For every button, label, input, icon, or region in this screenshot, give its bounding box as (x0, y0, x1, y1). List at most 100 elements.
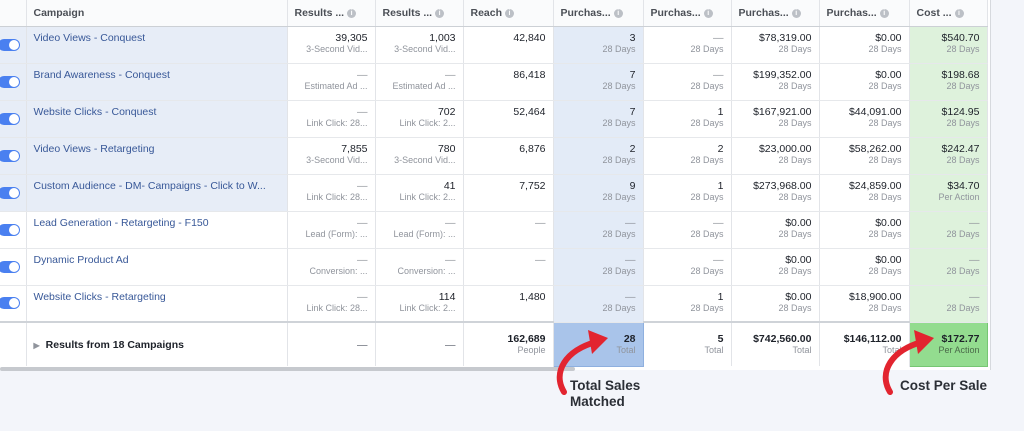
summary-results-2: — (375, 321, 464, 366)
purchases-3-cell: $0.00 28 Days (731, 211, 820, 249)
campaign-results-table: Campaign Results ... i Results ... i Reach… (0, 0, 988, 367)
purchases-4-cell: $58,262.00 28 Days (819, 137, 910, 175)
campaign-toggle-switch[interactable] (0, 297, 20, 310)
campaign-name-link[interactable]: Website Clicks - Conquest (33, 105, 157, 118)
cost-per-action-cell: $124.95 28 Days (909, 100, 988, 138)
reach-cell: — (463, 211, 554, 249)
header-campaign[interactable]: Campaign (26, 0, 288, 27)
campaign-name-cell[interactable]: Dynamic Product Ad (26, 248, 288, 286)
table-row[interactable]: Custom Audience - DM- Campaigns - Click … (0, 174, 988, 212)
table-row[interactable]: Brand Awareness - Conquest — Estimated Ad… (0, 63, 988, 101)
info-icon[interactable]: i (879, 8, 889, 18)
info-icon[interactable]: i (954, 8, 964, 18)
table-row[interactable]: Video Views - Retargeting 7,855 3-Second … (0, 137, 988, 175)
campaign-toggle-switch[interactable] (0, 260, 20, 273)
campaign-name-link[interactable]: Custom Audience - DM- Campaigns - Click … (33, 179, 266, 192)
toggle-cell (0, 174, 27, 212)
cost-per-action-cell: —28 Days (909, 211, 988, 249)
purchases-3-cell: $167,921.00 28 Days (731, 100, 820, 138)
campaign-name-link[interactable]: Video Views - Retargeting (33, 142, 155, 155)
purchases-4-cell: $0.00 28 Days (819, 26, 910, 64)
results-2-cell: 702 Link Click: 2... (375, 100, 464, 138)
toggle-cell (0, 63, 27, 101)
purchases-4-cell: $0.00 28 Days (819, 248, 910, 286)
reach-cell: 42,840 (463, 26, 554, 64)
results-2-cell: 780 3-Second Vid... (375, 137, 464, 175)
campaign-name-cell[interactable]: Custom Audience - DM- Campaigns - Click … (26, 174, 288, 212)
summary-label-cell[interactable]: ▶ Results from 18 Campaigns (26, 321, 288, 366)
summary-toggle-cell (0, 321, 27, 366)
purchases-2-cell: —28 Days (643, 63, 732, 101)
summary-reach: 162,689 People (463, 321, 554, 366)
header-purchases-1[interactable]: Purchas... i (553, 0, 644, 27)
header-results-1[interactable]: Results ... i (287, 0, 376, 27)
header-purchases-2[interactable]: Purchas... i (643, 0, 732, 27)
info-icon[interactable]: i (791, 8, 801, 18)
campaign-name-link[interactable]: Dynamic Product Ad (33, 253, 129, 266)
purchases-4-cell: $24,859.00 28 Days (819, 174, 910, 212)
table-row[interactable]: Dynamic Product Ad — Conversion: ... — Con… (0, 248, 988, 286)
campaign-name-link[interactable]: Video Views - Conquest (33, 31, 146, 44)
results-2-cell: 114 Link Click: 2... (375, 285, 464, 323)
purchases-4-cell: $44,091.00 28 Days (819, 100, 910, 138)
header-label: Campaign (33, 6, 85, 19)
results-1-cell: 39,305 3-Second Vid... (287, 26, 376, 64)
results-1-cell: — Link Click: 28... (287, 100, 376, 138)
toggle-cell (0, 26, 27, 64)
reach-cell: 1,480 (463, 285, 554, 323)
info-icon[interactable]: i (347, 8, 357, 18)
campaign-name-cell[interactable]: Brand Awareness - Conquest (26, 63, 288, 101)
campaign-name-cell[interactable]: Website Clicks - Retargeting (26, 285, 288, 323)
header-toggle-column (0, 0, 27, 27)
header-label: Purchas... (826, 6, 877, 19)
toggle-cell (0, 137, 27, 175)
table-row[interactable]: Website Clicks - Retargeting — Link Click… (0, 285, 988, 323)
table-row[interactable]: Video Views - Conquest 39,305 3-Second Vi… (0, 26, 988, 64)
purchases-4-cell: $0.00 28 Days (819, 63, 910, 101)
info-icon[interactable]: i (505, 8, 515, 18)
campaign-name-cell[interactable]: Video Views - Conquest (26, 26, 288, 64)
campaign-name-link[interactable]: Brand Awareness - Conquest (33, 68, 170, 81)
campaign-name-link[interactable]: Lead Generation - Retargeting - F150 (33, 216, 209, 229)
campaign-name-cell[interactable]: Lead Generation - Retargeting - F150 (26, 211, 288, 249)
summary-row: ▶ Results from 18 Campaigns — — 162,689 Pe… (0, 321, 988, 367)
campaign-toggle-switch[interactable] (0, 112, 20, 125)
reach-cell: 52,464 (463, 100, 554, 138)
header-cost[interactable]: Cost ... i (909, 0, 988, 27)
expand-caret-icon[interactable]: ▶ (33, 340, 40, 350)
reach-cell: 6,876 (463, 137, 554, 175)
campaign-name-link[interactable]: Website Clicks - Retargeting (33, 290, 166, 303)
campaign-name-cell[interactable]: Website Clicks - Conquest (26, 100, 288, 138)
header-purchases-3[interactable]: Purchas... i (731, 0, 820, 27)
campaign-toggle-switch[interactable] (0, 75, 20, 88)
purchases-1-cell: 7 28 Days (553, 63, 644, 101)
cost-per-action-cell: $198.68 28 Days (909, 63, 988, 101)
purchases-2-cell: —28 Days (643, 26, 732, 64)
header-label: Purchas... (738, 6, 789, 19)
total-sales-callout: Total Sales Matched (570, 378, 641, 409)
campaign-toggle-switch[interactable] (0, 149, 20, 162)
info-icon[interactable]: i (613, 8, 623, 18)
table-row[interactable]: Lead Generation - Retargeting - F150 — Le… (0, 211, 988, 249)
toggle-cell (0, 248, 27, 286)
header-reach[interactable]: Reach i (463, 0, 554, 27)
purchases-2-cell: 1 28 Days (643, 174, 732, 212)
campaign-name-cell[interactable]: Video Views - Retargeting (26, 137, 288, 175)
purchases-2-cell: —28 Days (643, 211, 732, 249)
table-row[interactable]: Website Clicks - Conquest — Link Click: 2… (0, 100, 988, 138)
purchases-2-cell: —28 Days (643, 248, 732, 286)
purchases-3-cell: $0.00 28 Days (731, 285, 820, 323)
campaign-toggle-switch[interactable] (0, 223, 20, 236)
purchases-3-cell: $199,352.00 28 Days (731, 63, 820, 101)
cost-per-action-cell: $540.70 28 Days (909, 26, 988, 64)
header-results-2[interactable]: Results ... i (375, 0, 464, 27)
reach-cell: 86,418 (463, 63, 554, 101)
horizontal-scrollbar[interactable] (0, 367, 575, 371)
campaign-toggle-switch[interactable] (0, 38, 20, 51)
total-sales-arrow-icon (556, 330, 608, 395)
info-icon[interactable]: i (435, 8, 445, 18)
reach-cell: 7,752 (463, 174, 554, 212)
header-purchases-4[interactable]: Purchas... i (819, 0, 910, 27)
info-icon[interactable]: i (703, 8, 713, 18)
campaign-toggle-switch[interactable] (0, 186, 20, 199)
